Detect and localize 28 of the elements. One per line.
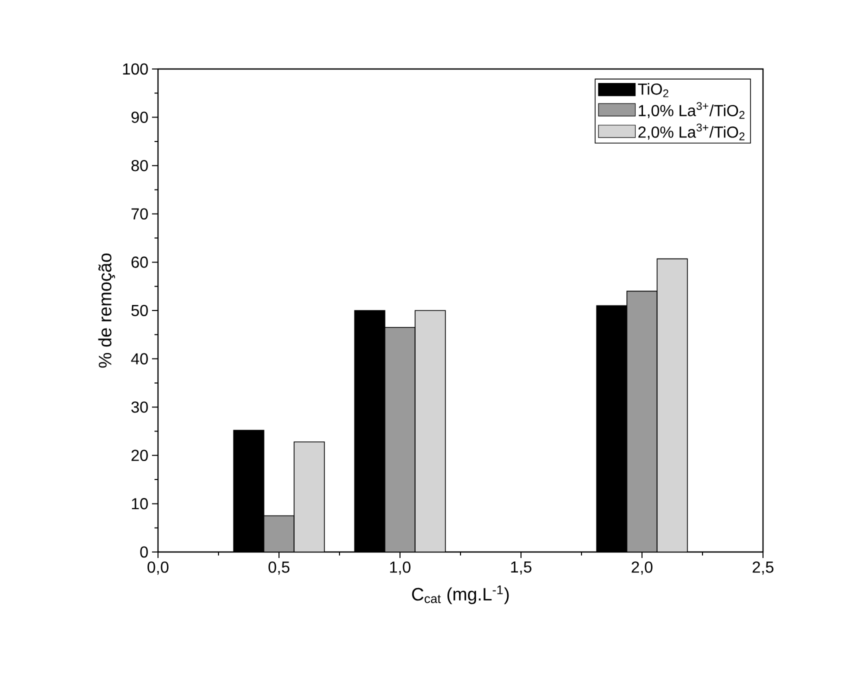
y-tick-label: 0	[140, 546, 148, 558]
y-tick-label: 60	[132, 256, 148, 268]
x-tick-label: 2,5	[752, 562, 774, 575]
x-tick-label: 1,0	[390, 562, 410, 575]
y-tick-label: 80	[131, 160, 148, 172]
legend-label: TiO$_{2}$	[638, 83, 668, 98]
x-tick-label: 0,0	[148, 562, 168, 575]
y-tick-label: 50	[131, 304, 148, 316]
bar	[263, 515, 295, 552]
y-tick-label: 40	[131, 353, 148, 364]
y-tick-label: 20	[132, 450, 148, 462]
bar	[384, 327, 416, 552]
bar	[294, 441, 325, 552]
bar	[656, 258, 688, 552]
x-tick-label: 2,0	[632, 562, 652, 575]
y-tick-label: 10	[132, 498, 148, 510]
x-tick-label: 0,5	[268, 562, 290, 575]
y-axis-title: % de remoção	[98, 253, 116, 368]
x-axis-title: C$_{cat}$ (mg.L$^{-1}$)	[412, 586, 509, 604]
y-tick-label: 70	[132, 208, 148, 220]
legend-label: 2,0% La$^{3+}$/TiO$_{2}$	[638, 124, 744, 140]
y-tick-label: 90	[132, 112, 148, 123]
bar	[626, 290, 658, 552]
bar	[414, 310, 446, 552]
y-tick-label: 100	[123, 63, 148, 75]
legend-label: 1,0% La$^{3+}$/TiO$_{2}$	[638, 102, 744, 119]
y-tick-label: 30	[131, 401, 148, 413]
x-tick-label: 1,5	[511, 562, 532, 575]
